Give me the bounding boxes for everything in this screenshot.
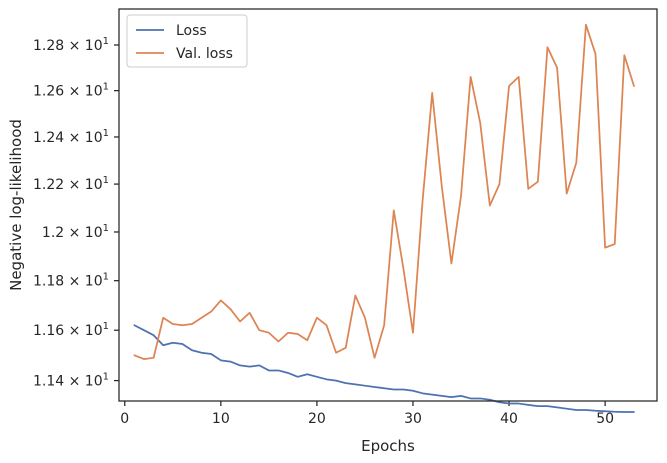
- y-tick-label: 1.18 × 101: [33, 272, 109, 290]
- legend-label-loss: Loss: [176, 23, 207, 39]
- y-tick-label: 1.2 × 101: [42, 223, 109, 241]
- legend-box: [126, 14, 248, 68]
- x-tick-label: 30: [404, 411, 422, 427]
- x-tick-label: 40: [500, 411, 518, 427]
- x-tick-label: 10: [212, 411, 230, 427]
- x-tick-label: 50: [596, 411, 614, 427]
- y-axis-label: Negative log-likelihood: [7, 119, 25, 291]
- series-line-loss: [133, 324, 635, 413]
- x-tick-label: 0: [120, 411, 129, 427]
- axis-ticks: 0 10 20 30 40 50 1.14 × 101 1.16 × 101 1.18 × 10…: [33, 36, 614, 427]
- y-tick-label: 1.16 × 101: [33, 321, 109, 339]
- x-tick-label: 20: [308, 411, 326, 427]
- y-tick-label: 1.28 × 101: [33, 36, 109, 54]
- x-axis-label: Epochs: [361, 437, 415, 455]
- y-tick-label: 1.14 × 101: [33, 372, 109, 390]
- y-tick-label: 1.22 × 101: [33, 175, 109, 193]
- y-tick-label: 1.26 × 101: [33, 82, 109, 100]
- series-line-val-loss: [133, 23, 635, 360]
- axes-frame: [118, 8, 658, 402]
- legend: Loss Val. loss: [126, 14, 248, 68]
- series-lines: [133, 23, 635, 413]
- legend-label-val-loss: Val. loss: [176, 46, 233, 62]
- y-tick-label: 1.24 × 101: [33, 128, 109, 146]
